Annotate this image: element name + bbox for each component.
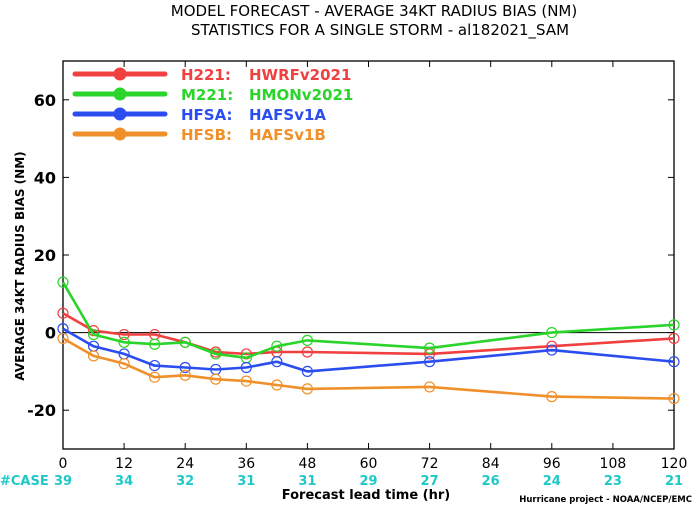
series-marker — [57, 307, 69, 319]
series-marker — [424, 356, 436, 368]
series-marker — [301, 365, 313, 377]
y-tick-label: 60 — [34, 91, 56, 110]
plot-area: -20 0 20 40 60 0 12 24 36 48 60 72 84 96 108 120 39 34 32 3… — [27, 60, 688, 489]
series-marker — [118, 336, 130, 348]
series-marker — [546, 327, 558, 339]
series-marker — [57, 276, 69, 288]
series-marker — [210, 373, 222, 385]
x-tick-label: 108 — [600, 456, 627, 472]
legend-name: HFSA: — [181, 106, 233, 124]
series-marker — [546, 391, 558, 403]
legend-desc: HMONv2021 — [249, 86, 353, 104]
series-marker — [271, 356, 283, 368]
series-marker — [668, 319, 680, 331]
legend-desc: HAFSv1A — [249, 106, 326, 124]
series-marker — [149, 359, 161, 372]
series-marker — [546, 344, 558, 356]
case-count-label: #CASE — [0, 474, 49, 489]
case-count: 23 — [604, 474, 622, 489]
series-line-2 — [61, 281, 675, 360]
x-tick-label: 48 — [298, 456, 316, 472]
x-axis-label: Forecast lead time (hr) — [282, 488, 450, 503]
case-count: 31 — [298, 474, 316, 489]
case-count: 29 — [359, 474, 377, 489]
series-marker — [87, 328, 100, 341]
legend-marker — [113, 127, 127, 141]
x-tick-label: 96 — [543, 456, 561, 472]
series-marker — [668, 392, 680, 405]
legend-name: M221: — [181, 86, 233, 104]
y-axis-label: AVERAGE 34KT RADIUS BIAS (NM) — [13, 151, 27, 380]
series-marker — [668, 332, 680, 345]
credit-note: Hurricane project - NOAA/NCEP/EMC — [519, 495, 692, 505]
case-count: 31 — [237, 474, 255, 489]
series-marker — [424, 342, 436, 354]
legend-desc: HWRFv2021 — [249, 66, 351, 84]
series-marker — [301, 334, 313, 346]
y-tick-label: 40 — [34, 168, 56, 187]
series-marker — [301, 346, 313, 358]
plot-frame — [62, 60, 675, 450]
series-marker — [57, 332, 69, 345]
series-marker — [668, 356, 680, 368]
x-tick-label: 0 — [59, 456, 68, 472]
x-tick-label: 36 — [237, 456, 255, 472]
x-tick-label: 60 — [360, 456, 378, 472]
case-count: 27 — [421, 474, 439, 489]
series-marker — [271, 379, 283, 391]
x-tick-label: 120 — [661, 456, 688, 472]
x-tick-label: 24 — [176, 456, 194, 472]
series-marker — [424, 381, 436, 393]
series-marker — [118, 328, 130, 341]
series-marker — [149, 338, 161, 350]
series-marker — [301, 383, 313, 395]
series-marker — [179, 369, 191, 381]
case-count: 39 — [54, 474, 72, 489]
y-tick-label: -20 — [27, 401, 56, 420]
legend-marker — [113, 107, 127, 121]
series-marker — [240, 375, 252, 387]
chart-subtitle: STATISTICS FOR A SINGLE STORM - al182021… — [191, 21, 569, 40]
series-marker — [271, 340, 283, 352]
case-count: 26 — [482, 474, 500, 489]
series-marker — [240, 361, 252, 374]
series-marker — [149, 371, 161, 383]
case-count: 32 — [176, 474, 194, 489]
case-count: 34 — [115, 474, 133, 489]
legend-name: HFSB: — [181, 126, 232, 144]
legend-name: H221: — [181, 66, 231, 84]
legend-desc: HAFSv1B — [249, 126, 326, 144]
series-line-4 — [62, 337, 675, 400]
chart-title: MODEL FORECAST - AVERAGE 34KT RADIUS BIA… — [171, 2, 577, 20]
y-tick-label: 0 — [45, 324, 56, 343]
series-marker — [87, 350, 100, 362]
series-marker — [118, 358, 130, 370]
series-line-1 — [62, 312, 675, 356]
case-count: 24 — [543, 474, 561, 489]
legend: H221: HWRFv2021 M221: HMONv2021 HFSA: HAFSv1A… — [72, 66, 353, 144]
legend-marker — [113, 67, 127, 81]
x-tick-label: 12 — [115, 456, 133, 472]
legend-marker — [113, 87, 127, 101]
series-marker — [179, 336, 191, 348]
x-tick-label: 72 — [421, 456, 439, 472]
case-count: 21 — [665, 474, 683, 489]
series-marker — [179, 361, 191, 374]
x-tick-label: 84 — [482, 456, 500, 472]
series-marker — [210, 348, 222, 360]
y-tick-label: 20 — [34, 246, 56, 265]
